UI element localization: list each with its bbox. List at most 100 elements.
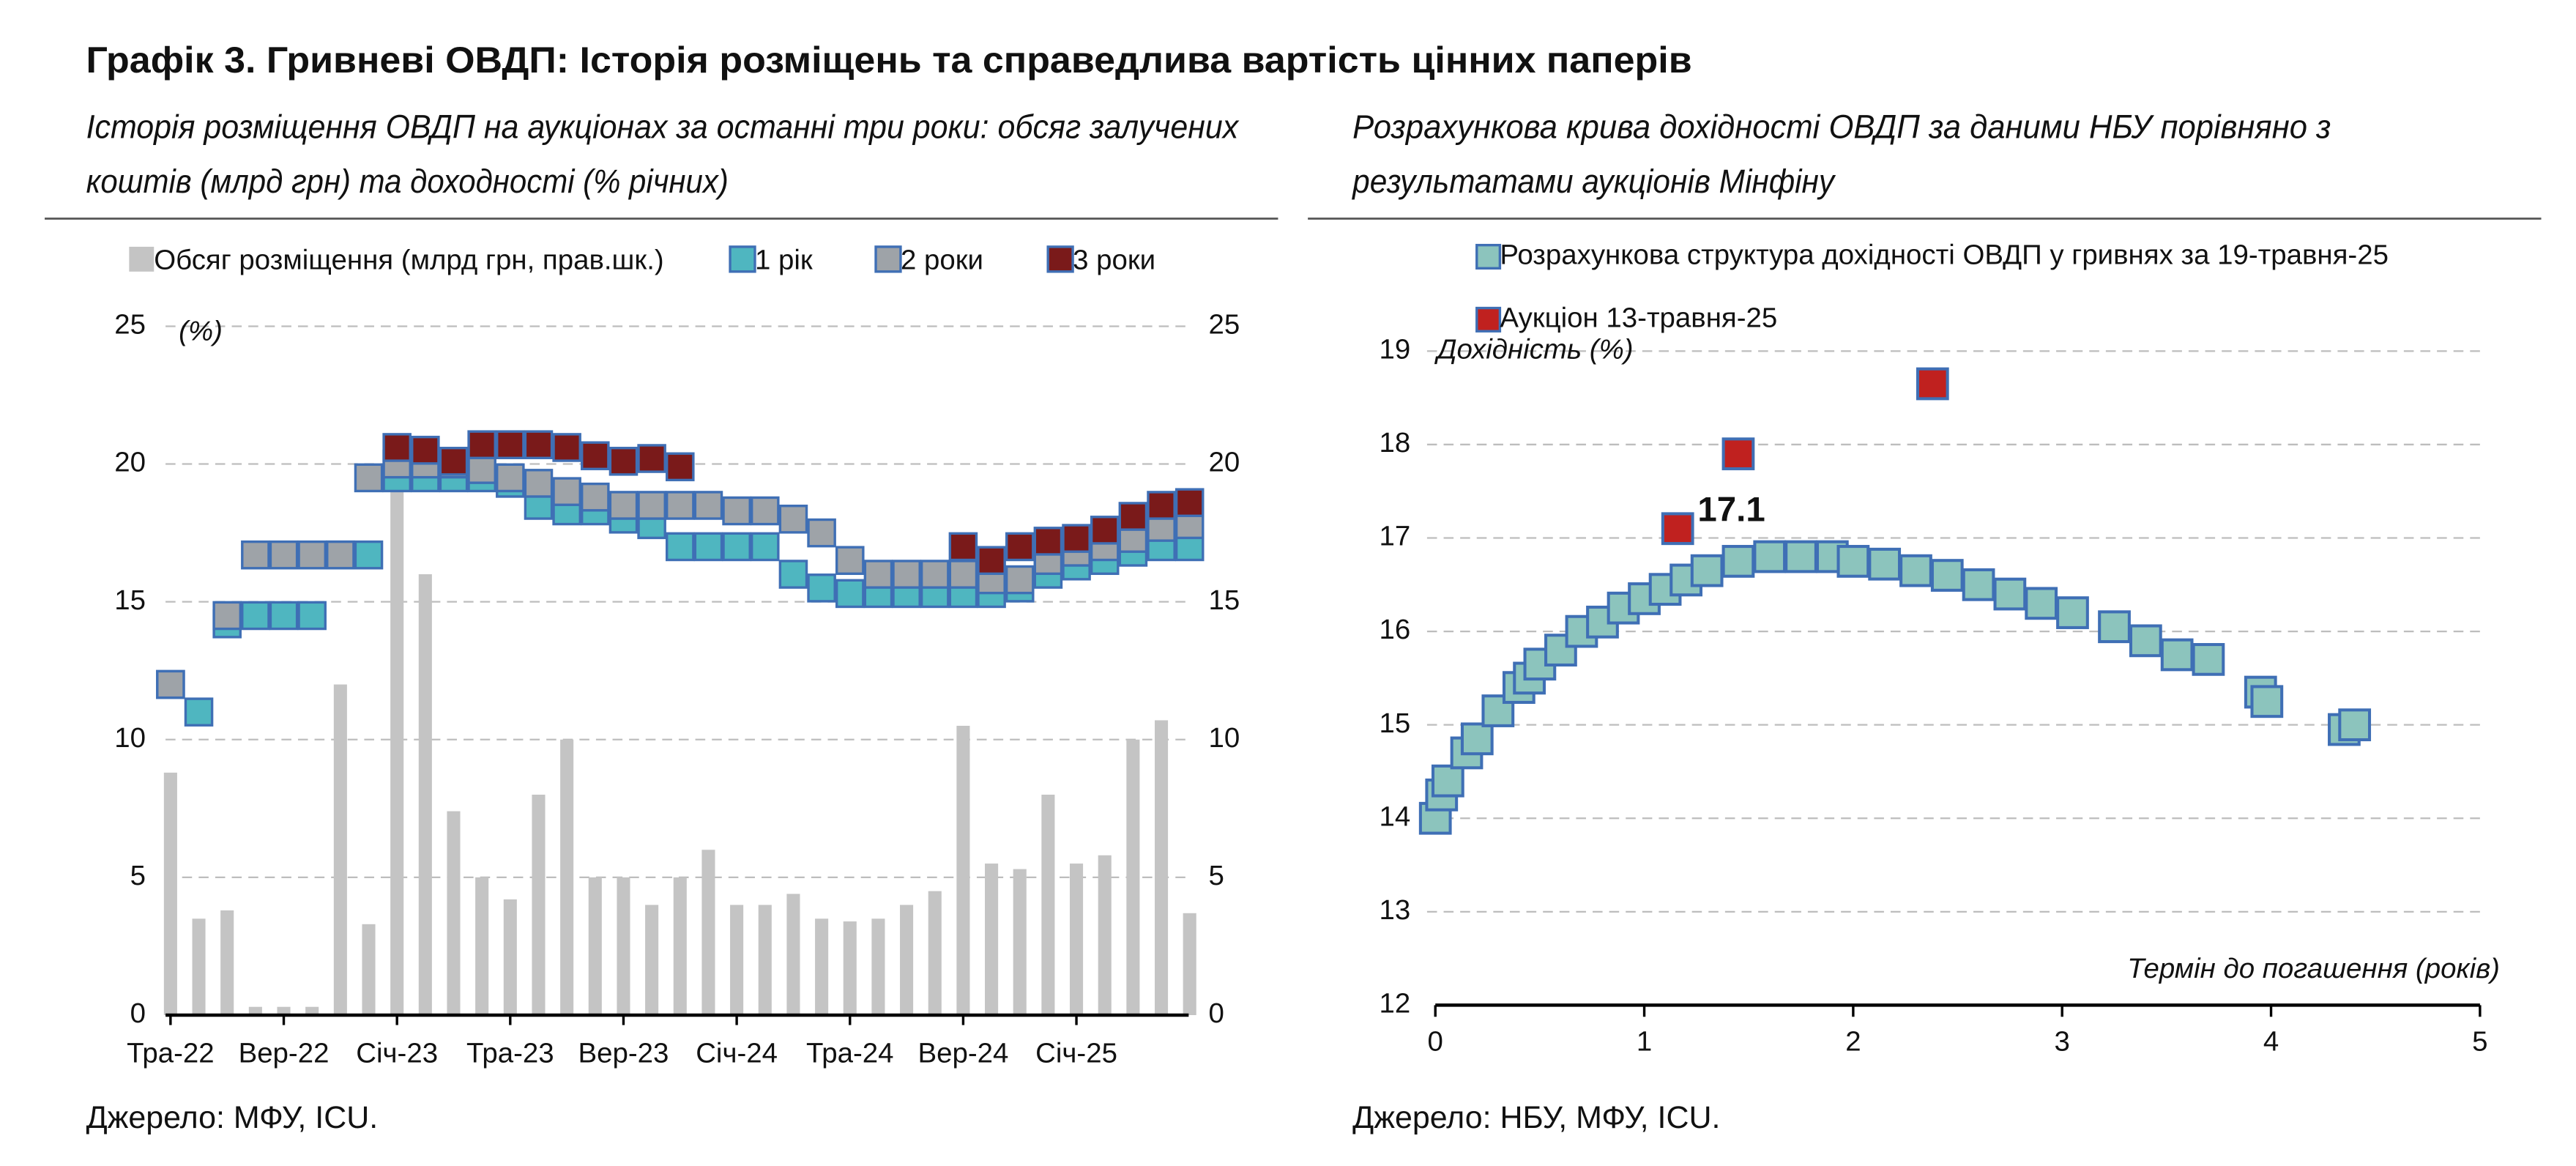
marker: [1460, 722, 1494, 756]
marker: [2098, 610, 2131, 644]
y-tick-label: 19: [1380, 334, 1411, 365]
y2-tick-label: 10: [1208, 722, 1240, 754]
marker: [467, 455, 496, 484]
y-tick-label: 10: [114, 722, 146, 754]
marker: [184, 697, 214, 727]
marker: [297, 540, 327, 570]
y-tick-label: 14: [1380, 801, 1411, 832]
marker: [1147, 491, 1176, 520]
marker: [1753, 540, 1787, 573]
source: Джерело: МФУ, ICU.: [86, 1100, 379, 1135]
bar: [163, 772, 177, 1015]
marker: [269, 601, 299, 631]
marker: [637, 491, 666, 520]
marker: [524, 430, 554, 460]
marker: [1721, 545, 1755, 578]
x-tick-label: Січ-24: [696, 1037, 778, 1069]
marker: [835, 579, 865, 609]
bar: [362, 924, 376, 1015]
legend-swatch: [874, 245, 902, 273]
bar: [1041, 795, 1055, 1015]
bar: [333, 684, 347, 1015]
legend-label: Обсяг розміщення (млрд грн, прав.шк.): [154, 244, 663, 275]
marker: [920, 560, 950, 589]
legend-label: 3 роки: [1073, 244, 1155, 275]
bar: [730, 905, 744, 1015]
y-tick-label: 17: [1380, 521, 1411, 552]
marker: [411, 435, 440, 465]
marker: [1661, 512, 1694, 546]
y2-tick-label: 5: [1208, 860, 1224, 891]
bar: [673, 877, 687, 1015]
marker: [666, 532, 695, 562]
marker: [241, 601, 270, 631]
bar: [871, 918, 885, 1015]
bar: [1098, 855, 1112, 1015]
marker: [1033, 527, 1063, 556]
marker: [1962, 568, 1995, 601]
bar: [900, 905, 914, 1015]
x-axis-label: Термін до погашення (років): [2127, 953, 2500, 984]
subtitle: Історія розміщення ОВДП на аукціонах за …: [86, 108, 1240, 145]
y-axis-label: Дохідність (%): [1434, 334, 1633, 365]
x-tick-label: 2: [1845, 1026, 1861, 1058]
bar: [928, 891, 942, 1015]
y-tick-label: 15: [114, 584, 146, 616]
bar: [390, 491, 404, 1015]
marker: [1993, 577, 2027, 611]
marker: [892, 560, 921, 589]
y-tick-label: 18: [1380, 427, 1411, 458]
marker: [1175, 488, 1205, 518]
x-tick-label: Січ-23: [356, 1037, 438, 1069]
marker: [807, 573, 836, 603]
marker: [354, 540, 384, 570]
marker: [835, 546, 865, 576]
marker: [1721, 437, 1755, 471]
x-tick-label: Тра-24: [806, 1037, 894, 1069]
subtitle: Розрахункова крива дохідності ОВДП за да…: [1352, 108, 2331, 145]
marker: [722, 496, 751, 526]
bar: [560, 739, 574, 1015]
marker: [467, 430, 496, 460]
marker: [666, 491, 695, 520]
y-tick-label: 12: [1380, 988, 1411, 1020]
legend-swatch: [729, 245, 756, 273]
legend-label: 2 роки: [901, 244, 983, 275]
x-tick-label: 4: [2263, 1026, 2279, 1058]
x-tick-label: Вер-24: [917, 1037, 1008, 1069]
marker: [297, 601, 327, 631]
legend-label: 1 рік: [755, 244, 813, 275]
marker: [496, 430, 525, 460]
bar: [758, 905, 772, 1015]
bar: [418, 574, 432, 1015]
marker: [156, 669, 185, 699]
marker: [496, 463, 525, 493]
marker: [2160, 638, 2194, 672]
marker: [269, 540, 299, 570]
y-tick-label: 20: [114, 447, 146, 478]
bar: [192, 918, 206, 1015]
marker: [326, 540, 355, 570]
marker: [1930, 559, 1964, 592]
legend-swatch: [1046, 245, 1074, 273]
marker: [778, 505, 808, 534]
marker: [750, 532, 780, 562]
marker: [552, 477, 581, 506]
bar: [786, 894, 800, 1015]
x-tick-label: 1: [1637, 1026, 1652, 1058]
bar: [220, 910, 234, 1015]
data-label: 17.1: [1697, 491, 1765, 530]
marker: [948, 532, 978, 562]
bar: [1154, 720, 1169, 1015]
bar: [305, 1006, 319, 1015]
marker: [1005, 565, 1035, 595]
marker: [863, 560, 893, 589]
marker: [637, 444, 666, 473]
y-tick-label: 25: [114, 309, 146, 341]
marker: [2192, 642, 2225, 676]
bar: [1183, 913, 1196, 1015]
marker: [1690, 554, 1724, 587]
marker: [1005, 532, 1035, 562]
x-tick-label: Вер-22: [239, 1037, 330, 1069]
